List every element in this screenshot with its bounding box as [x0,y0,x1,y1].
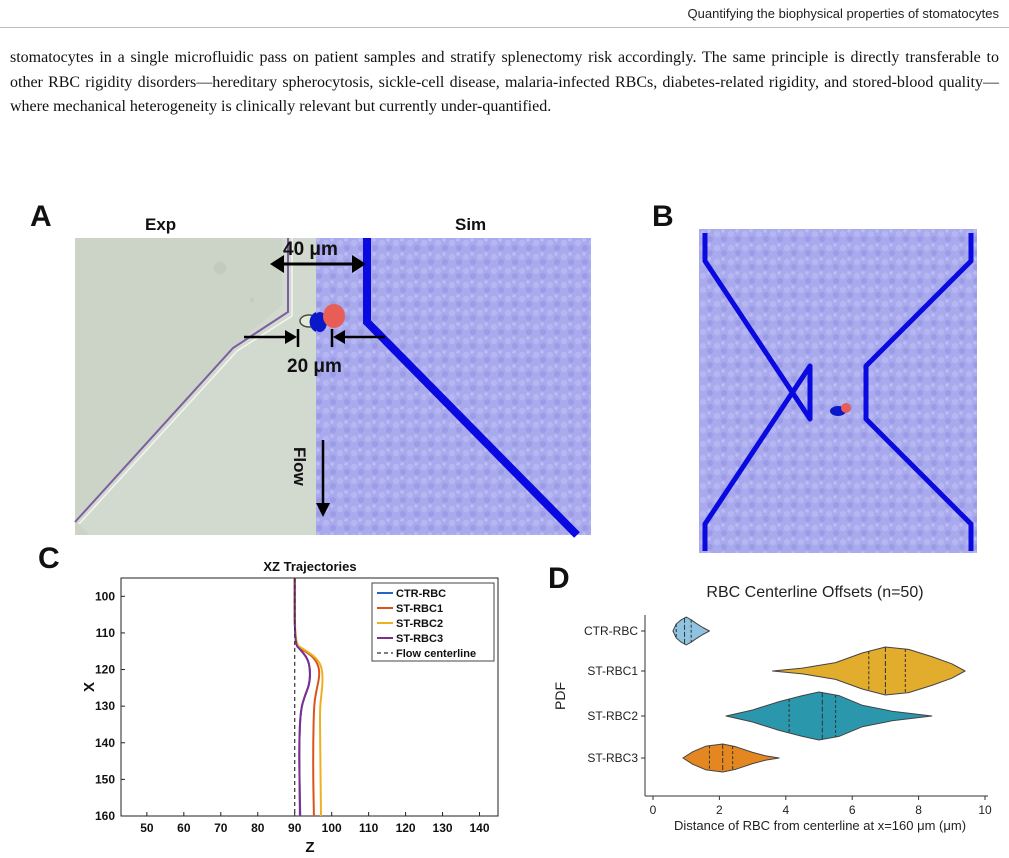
panel-b-figure [699,229,977,553]
running-title: Quantifying the biophysical properties o… [687,6,999,21]
legend-entry: ST-RBC2 [396,618,443,630]
x-tick-label: 4 [782,803,789,817]
x-tick-label: 120 [396,821,416,835]
gap-arrowhead-left [285,330,297,344]
exp-channel-wall-highlight [78,238,293,525]
y-axis-label: PDF [552,682,568,710]
panel-a-letter: A [30,200,52,233]
x-tick-label: 100 [322,821,342,835]
x-tick-label: 8 [915,803,922,817]
gap-dimension-label: 20 μm [287,356,342,377]
legend-entry: CTR-RBC [396,588,446,600]
exp-channel-wall-region [75,238,316,535]
x-tick-label: 70 [214,821,228,835]
x-tick-label: 10 [978,803,992,817]
exp-label: Exp [145,215,176,234]
panel-b-letter: B [652,200,674,233]
y-axis-label: X [81,682,98,692]
centerline-offsets-violin-chart: RBC Centerline Offsets (n=50) 0 2 4 6 8 10 CTR… [552,584,992,833]
y-tick-label: 110 [96,626,116,640]
body-paragraph: stomatocytes in a single microfluidic pa… [10,49,999,115]
series-line-st-rbc3 [293,578,311,817]
legend-entry: ST-RBC3 [396,633,443,645]
y-tick-label: 130 [95,699,115,713]
xz-trajectories-chart: XZ Trajectories 50 60 70 80 90 100 110 120 130 14… [81,559,499,855]
flow-arrowhead [316,503,330,517]
flow-label: Flow [290,447,309,486]
sim-channel-wall [363,238,580,538]
x-tick-label: 130 [433,821,453,835]
width-arrowhead-left [270,255,284,273]
channel-wall-left [702,233,813,551]
x-tick-label: 6 [849,803,856,817]
y-tick-label: 120 [95,663,115,677]
x-tick-label: 90 [288,821,302,835]
x-tick-label: 2 [716,803,723,817]
category-label: ST-RBC3 [587,751,638,765]
channel-wall-right [863,233,974,551]
legend-entry: Flow centerline [396,648,476,660]
violin-st-rbc1 [772,646,966,696]
x-tick-label: 140 [470,821,490,835]
panel-d-letter: D [548,562,570,595]
x-tick-label: 60 [177,821,191,835]
gap-arrowhead-right [333,330,345,344]
x-tick-label: 50 [140,821,154,835]
exp-debris [250,298,254,302]
x-axis-label: Distance of RBC from centerline at x=160… [674,818,966,833]
violin-st-rbc3 [682,743,780,773]
width-dimension-label: 40 μm [283,239,338,260]
y-tick-label: 140 [95,736,115,750]
category-label: ST-RBC1 [587,664,638,678]
series-line-st-rbc2 [293,578,324,817]
y-tick-label: 160 [95,809,115,823]
rbc-red [841,403,851,413]
sim-rbc-red [323,304,345,328]
panel-c-letter: C [38,542,60,575]
chart-title: RBC Centerline Offsets (n=50) [706,584,923,601]
x-tick-label: 80 [251,821,265,835]
y-tick-label: 100 [95,589,115,603]
x-axis-label: Z [305,839,314,855]
chart-title: XZ Trajectories [263,559,356,574]
exp-channel-wall [74,238,289,523]
exp-debris [214,262,226,274]
width-arrowhead-right [352,255,366,273]
category-label: ST-RBC2 [587,709,638,723]
category-label: CTR-RBC [584,624,638,638]
sim-outer-region [362,238,591,535]
sim-label: Sim [455,215,486,234]
y-tick-label: 150 [95,772,115,786]
sim-domain [699,229,977,553]
x-tick-label: 0 [650,803,657,817]
header-rule [0,27,1009,28]
violin-st-rbc2 [725,691,933,741]
legend-entry: ST-RBC1 [396,603,443,615]
x-tick-label: 110 [359,821,379,835]
